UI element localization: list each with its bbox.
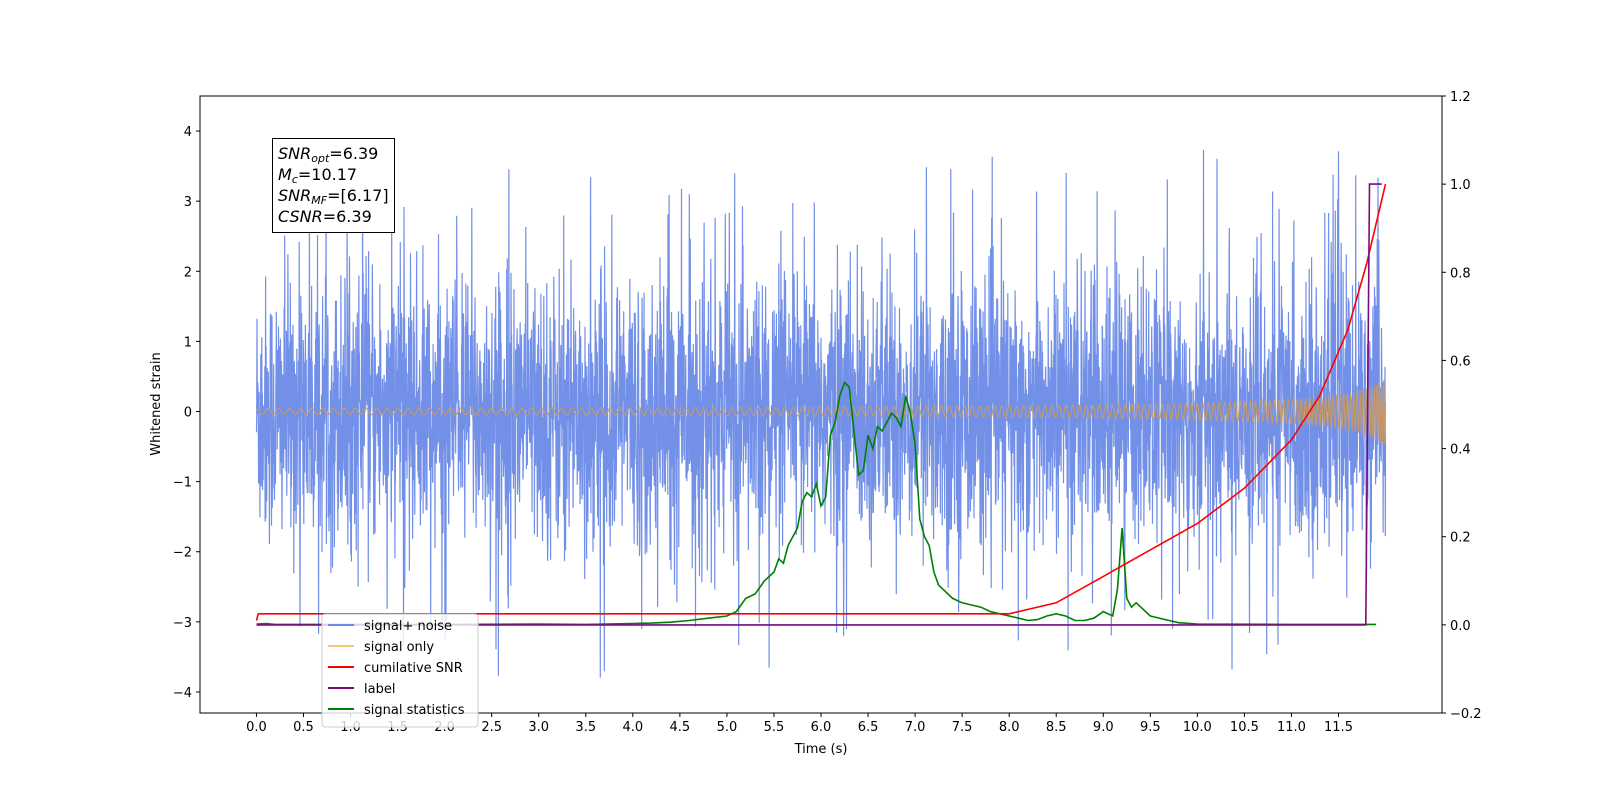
- x-tick-label: 9.0: [1093, 720, 1114, 735]
- legend-label: signal+ noise: [364, 619, 452, 634]
- annotation-snr-mf: SNRMF=[6.17]: [278, 186, 389, 207]
- y-tick-label: 4: [184, 125, 192, 140]
- x-tick-label: 3.0: [528, 720, 549, 735]
- x-tick-label: 7.5: [952, 720, 973, 735]
- legend-label: cumilative SNR: [364, 661, 463, 676]
- x-tick-label: 11.5: [1324, 720, 1353, 735]
- x-tick-label: 0.0: [246, 720, 267, 735]
- y2-tick-label: 1.2: [1450, 90, 1471, 105]
- y2-tick-label: 0.4: [1450, 443, 1471, 458]
- legend-label: signal only: [364, 640, 434, 655]
- y2-tick-label: 0.0: [1450, 619, 1471, 634]
- y-tick-label: −3: [173, 616, 192, 631]
- y2-tick-label: 1.0: [1450, 178, 1471, 193]
- x-axis-label: Time (s): [794, 742, 848, 757]
- annotation-snr-opt: SNRopt=6.39: [278, 144, 379, 165]
- x-tick-label: 6.0: [811, 720, 832, 735]
- signal-only-line: [256, 380, 1387, 445]
- signal-noise-series: [255, 147, 1387, 678]
- line-series-group: [255, 183, 1387, 626]
- y2-tick-label: 0.6: [1450, 354, 1471, 369]
- signal-statistics-line: [256, 381, 1377, 626]
- y2-axis-ticks: 1.2 1.0 0.8 0.6 0.4 0.2 0.0 −0.2: [1442, 90, 1482, 722]
- y-tick-label: 1: [184, 335, 192, 350]
- x-tick-label: 10.5: [1230, 720, 1259, 735]
- signal-noise-line: [255, 147, 1387, 678]
- legend: signal+ noise signal only cumilative SNR la…: [321, 613, 479, 728]
- y-tick-label: −2: [173, 546, 192, 561]
- signal-only-series: [256, 380, 1387, 445]
- x-tick-label: 2.5: [481, 720, 502, 735]
- label-line: [256, 183, 1382, 626]
- x-tick-label: 8.5: [1046, 720, 1067, 735]
- cumilative-snr-line: [255, 183, 1387, 621]
- legend-label: signal statistics: [364, 703, 465, 718]
- x-tick-label: 4.0: [622, 720, 643, 735]
- annotation-mc: Mc=10.17: [278, 165, 358, 186]
- annotation-csnr: CSNR=6.39: [278, 207, 372, 226]
- y-axis-label: Whitened strain: [149, 352, 164, 455]
- x-tick-label: 8.0: [999, 720, 1020, 735]
- x-tick-label: 10.0: [1183, 720, 1212, 735]
- y-tick-label: 3: [184, 195, 192, 210]
- y-tick-label: 0: [184, 406, 192, 421]
- x-tick-label: 5.0: [717, 720, 738, 735]
- y-tick-label: −1: [173, 476, 192, 491]
- y-axis-ticks: 4 3 2 1 0 −1 −2 −3 −4: [173, 125, 200, 701]
- x-tick-label: 11.0: [1277, 720, 1306, 735]
- y2-tick-label: 0.8: [1450, 266, 1471, 281]
- y2-tick-label: 0.2: [1450, 531, 1471, 546]
- x-tick-label: 7.0: [905, 720, 926, 735]
- y-tick-label: 2: [184, 265, 192, 280]
- x-tick-label: 4.5: [670, 720, 691, 735]
- x-tick-label: 5.5: [764, 720, 785, 735]
- y-tick-label: −4: [173, 686, 192, 701]
- x-tick-label: 0.5: [293, 720, 314, 735]
- y2-tick-label: −0.2: [1450, 707, 1482, 722]
- x-tick-label: 3.5: [575, 720, 596, 735]
- x-tick-label: 9.5: [1140, 720, 1161, 735]
- snr-annotation-box: SNRopt=6.39 Mc=10.17 SNRMF=[6.17] CSNR=6…: [272, 138, 395, 233]
- x-tick-label: 6.5: [858, 720, 879, 735]
- legend-frame: [321, 613, 479, 728]
- legend-label: label: [364, 682, 395, 697]
